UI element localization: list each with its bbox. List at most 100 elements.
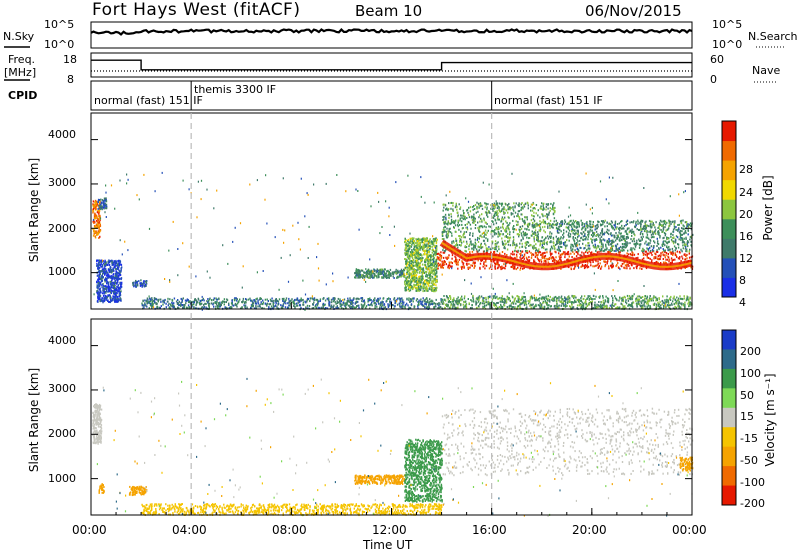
power-data-pixel bbox=[432, 241, 434, 244]
power-data-pixel bbox=[98, 215, 100, 218]
power-data-pixel bbox=[392, 304, 394, 307]
power-data-pixel bbox=[368, 269, 371, 272]
power-data-pixel bbox=[672, 240, 675, 243]
power-data-pixel bbox=[641, 237, 643, 240]
power-data-pixel bbox=[111, 261, 113, 264]
power-data-pixel bbox=[201, 306, 203, 309]
power-data-pixel bbox=[524, 223, 526, 226]
power-data-pixel bbox=[198, 302, 201, 304]
power-data-pixel bbox=[484, 242, 486, 245]
power-data-pixel bbox=[422, 297, 424, 300]
power-data-pixel bbox=[512, 244, 514, 247]
power-data-pixel bbox=[282, 299, 284, 302]
power-data-pixel bbox=[358, 272, 361, 275]
power-data-pixel bbox=[478, 230, 480, 233]
power-data-pixel bbox=[544, 214, 546, 217]
power-data-pixel bbox=[97, 209, 99, 212]
power-data-pixel bbox=[97, 297, 99, 300]
power-data-pixel bbox=[186, 299, 188, 302]
power-data-pixel bbox=[208, 305, 210, 307]
power-data-pixel bbox=[595, 230, 598, 233]
power-data-pixel bbox=[474, 245, 477, 247]
power-data-pixel bbox=[406, 255, 409, 258]
power-data-pixel bbox=[547, 258, 549, 261]
power-data-pixel bbox=[414, 255, 416, 258]
power-data-pixel bbox=[610, 264, 613, 267]
power-data-pixel bbox=[107, 294, 109, 297]
power-data-pixel bbox=[430, 267, 432, 270]
power-data-pixel bbox=[615, 247, 618, 250]
power-data-pixel bbox=[423, 299, 425, 302]
power-data-pixel bbox=[556, 261, 559, 264]
power-data-pixel bbox=[432, 264, 434, 267]
power-data-pixel bbox=[527, 222, 529, 225]
power-data-pixel bbox=[121, 281, 123, 284]
power-data-pixel bbox=[290, 299, 292, 302]
power-data-pixel bbox=[118, 266, 120, 269]
power-data-pixel bbox=[440, 251, 442, 254]
power-data-pixel bbox=[112, 267, 114, 270]
power-data-pixel bbox=[665, 240, 667, 243]
power-data-pixel bbox=[145, 304, 147, 307]
power-data-pixel bbox=[105, 262, 107, 265]
power-data-pixel bbox=[99, 260, 101, 263]
power-data-pixel bbox=[111, 264, 113, 267]
power-data-pixel bbox=[355, 297, 357, 300]
power-data-pixel bbox=[466, 242, 468, 245]
power-data-pixel bbox=[103, 205, 105, 208]
power-data-pixel bbox=[422, 277, 424, 280]
power-data-pixel bbox=[427, 251, 430, 253]
power-data-pixel bbox=[554, 243, 557, 246]
power-data-pixel bbox=[436, 238, 438, 241]
power-data-pixel bbox=[105, 204, 107, 207]
power-data-pixel bbox=[519, 225, 521, 228]
power-data-pixel bbox=[396, 272, 398, 275]
power-data-pixel bbox=[219, 303, 221, 306]
power-data-pixel bbox=[501, 208, 503, 211]
power-data-pixel bbox=[372, 272, 375, 275]
power-data-pixel bbox=[476, 207, 478, 210]
power-data-pixel bbox=[483, 217, 485, 220]
power-data-pixel bbox=[416, 257, 418, 260]
power-data-pixel bbox=[117, 290, 119, 293]
power-data-pixel bbox=[146, 299, 148, 302]
power-data-pixel bbox=[414, 272, 416, 275]
power-data-pixel bbox=[409, 255, 412, 258]
power-data-pixel bbox=[108, 300, 111, 303]
power-data-pixel bbox=[423, 238, 425, 241]
power-data-pixel bbox=[417, 305, 419, 308]
power-data-pixel bbox=[416, 277, 418, 280]
power-data-pixel bbox=[358, 304, 360, 307]
power-data-pixel bbox=[541, 246, 543, 249]
power-data-pixel bbox=[312, 297, 314, 300]
power-data-pixel bbox=[455, 237, 457, 240]
power-data-pixel bbox=[432, 253, 435, 256]
power-data-pixel bbox=[94, 221, 96, 224]
power-data-pixel bbox=[107, 276, 109, 279]
power-data-pixel bbox=[117, 267, 119, 270]
power-data-pixel bbox=[382, 272, 384, 275]
power-data-pixel bbox=[546, 240, 549, 243]
power-data-pixel bbox=[103, 267, 106, 270]
power-data-pixel bbox=[520, 258, 522, 261]
power-data-pixel bbox=[350, 299, 353, 302]
power-data-pixel bbox=[349, 299, 351, 302]
power-data-pixel bbox=[474, 220, 476, 223]
power-data-pixel bbox=[409, 246, 411, 249]
power-data-pixel bbox=[97, 286, 99, 289]
power-data-pixel bbox=[114, 279, 116, 282]
power-data-pixel bbox=[497, 212, 499, 215]
power-data-pixel bbox=[454, 255, 456, 258]
power-data-pixel bbox=[610, 264, 612, 267]
power-data-pixel bbox=[533, 207, 535, 209]
power-data-pixel bbox=[146, 297, 149, 300]
power-data-pixel bbox=[294, 303, 296, 305]
power-data-pixel bbox=[401, 305, 403, 308]
power-data-pixel bbox=[456, 212, 459, 214]
power-data-pixel bbox=[533, 211, 535, 214]
power-data-pixel bbox=[470, 227, 472, 230]
power-data-pixel bbox=[517, 249, 519, 252]
power-data-pixel bbox=[566, 253, 569, 256]
power-data-pixel bbox=[418, 299, 420, 302]
power-data-pixel bbox=[457, 214, 459, 217]
